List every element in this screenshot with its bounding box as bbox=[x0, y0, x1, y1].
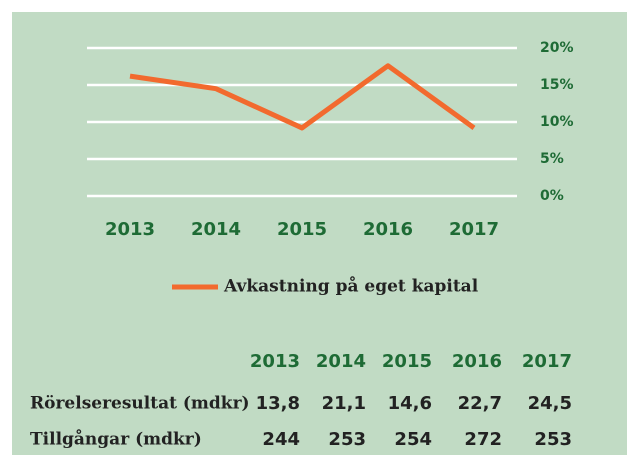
table-cell: 13,8 bbox=[256, 393, 300, 414]
row-label: Rörelseresultat (mdkr) bbox=[30, 394, 250, 414]
x-tick-label: 2015 bbox=[277, 219, 327, 240]
table-cell: 244 bbox=[262, 429, 300, 450]
x-tick-label: 2017 bbox=[449, 219, 499, 240]
table-header: 2015 bbox=[382, 351, 432, 372]
x-tick-label: 2013 bbox=[105, 219, 155, 240]
table-cell: 253 bbox=[534, 429, 572, 450]
y-tick-label: 15% bbox=[540, 77, 574, 93]
row-label: Tillgångar (mdkr) bbox=[30, 429, 202, 450]
table-cell: 22,7 bbox=[458, 393, 502, 414]
table-cell: 272 bbox=[464, 429, 502, 450]
line bbox=[129, 63, 476, 131]
table-header: 2013 bbox=[250, 351, 300, 372]
x-tick-label: 2014 bbox=[191, 219, 241, 240]
table-header: 2014 bbox=[316, 351, 366, 372]
y-tick-label: 5% bbox=[540, 151, 564, 167]
table-cell: 24,5 bbox=[528, 393, 572, 414]
y-tick-label: 10% bbox=[540, 114, 574, 130]
table-cell: 253 bbox=[328, 429, 366, 450]
table-cell: 14,6 bbox=[388, 393, 432, 414]
table-cell: 21,1 bbox=[322, 393, 366, 414]
legend-label: Avkastning på eget kapital bbox=[223, 276, 479, 297]
y-tick-label: 0% bbox=[540, 188, 564, 204]
table-cell: 254 bbox=[394, 429, 432, 450]
x-tick-label: 2016 bbox=[363, 219, 413, 240]
y-tick-label: 20% bbox=[540, 40, 574, 56]
table-header: 2016 bbox=[452, 351, 502, 372]
table-header: 2017 bbox=[522, 351, 572, 372]
